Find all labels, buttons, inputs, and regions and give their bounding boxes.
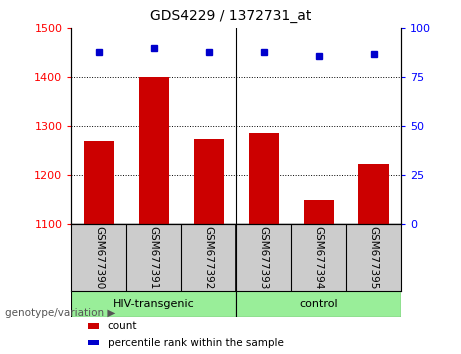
Bar — [303, 200, 334, 224]
Text: GSM677391: GSM677391 — [149, 226, 159, 289]
Text: control: control — [299, 299, 338, 309]
Text: count: count — [108, 321, 137, 331]
Text: GSM677395: GSM677395 — [369, 226, 378, 289]
Text: percentile rank within the sample: percentile rank within the sample — [108, 338, 284, 348]
Text: HIV-transgenic: HIV-transgenic — [113, 299, 195, 309]
FancyBboxPatch shape — [236, 291, 401, 317]
Bar — [359, 164, 389, 224]
Text: GDS4229 / 1372731_at: GDS4229 / 1372731_at — [150, 9, 311, 23]
Text: genotype/variation ▶: genotype/variation ▶ — [5, 308, 115, 318]
Bar — [194, 139, 224, 224]
Bar — [84, 141, 114, 224]
Bar — [139, 77, 169, 224]
Text: GSM677392: GSM677392 — [204, 226, 214, 289]
Bar — [88, 339, 100, 346]
Text: GSM677393: GSM677393 — [259, 226, 269, 289]
Text: GSM677394: GSM677394 — [313, 226, 324, 289]
Text: GSM677390: GSM677390 — [94, 226, 104, 289]
Bar — [248, 133, 279, 224]
Bar — [88, 323, 100, 329]
FancyBboxPatch shape — [71, 291, 236, 317]
